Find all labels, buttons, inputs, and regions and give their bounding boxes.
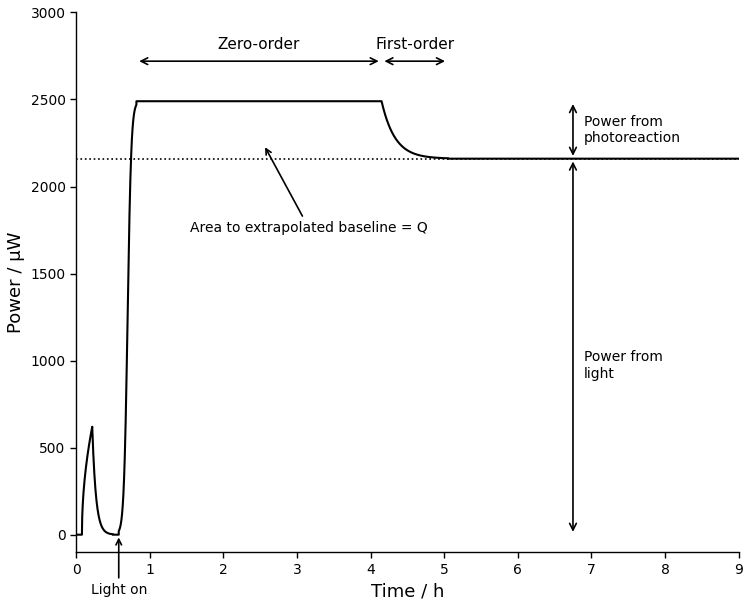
Text: Zero-order: Zero-order (217, 36, 300, 52)
Y-axis label: Power / μW: Power / μW (7, 232, 25, 333)
Text: Area to extrapolated baseline = Q: Area to extrapolated baseline = Q (190, 149, 428, 236)
Text: Light on: Light on (91, 539, 147, 597)
X-axis label: Time / h: Time / h (370, 582, 444, 600)
Text: Power from
light: Power from light (584, 350, 663, 381)
Text: Power from
photoreaction: Power from photoreaction (584, 115, 681, 145)
Text: First-order: First-order (375, 36, 454, 52)
